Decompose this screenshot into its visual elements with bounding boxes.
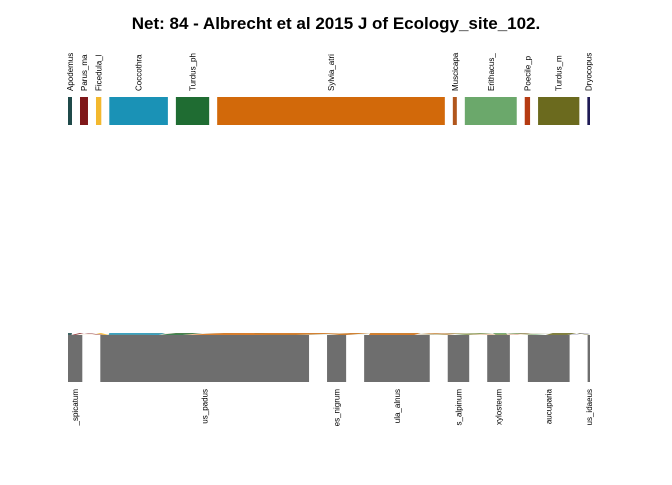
link-Erithacus_-ula_alnus bbox=[417, 333, 480, 335]
link-Parus_ma-us_padus bbox=[83, 333, 104, 335]
link-Poecile_p-ula_alnus bbox=[424, 333, 528, 335]
higher-label-2: Ficedula_l bbox=[95, 54, 104, 91]
higher-box-8 bbox=[524, 97, 531, 125]
higher-box-9 bbox=[538, 97, 580, 125]
higher-box-4 bbox=[175, 97, 210, 125]
lower-box-1 bbox=[100, 335, 310, 382]
higher-box-1 bbox=[79, 97, 88, 125]
higher-label-7: Erithacus_ bbox=[487, 53, 496, 91]
lower-label-2: es_nigrum bbox=[333, 389, 342, 427]
higher-box-3 bbox=[109, 97, 168, 125]
higher-box-5 bbox=[217, 97, 445, 125]
higher-level-boxes bbox=[68, 97, 590, 125]
higher-label-0: Apodemus bbox=[66, 53, 75, 91]
link-Dryocopus-aucuparia bbox=[567, 333, 590, 335]
link-Turdus_m-aucuparia bbox=[545, 333, 577, 335]
link-Parus_ma-_spicatum bbox=[71, 333, 84, 335]
link-Turdus_m-s_alpinum bbox=[466, 333, 553, 335]
lower-box-6 bbox=[527, 335, 570, 382]
link-Erithacus_-aucuparia bbox=[506, 333, 546, 335]
link-Erithacus_-us_padus bbox=[295, 333, 472, 335]
link-Turdus_m-us_idaeus bbox=[576, 333, 590, 335]
lower-label-6: aucuparia bbox=[545, 388, 554, 424]
link-Coccothra-us_padus bbox=[108, 333, 166, 335]
link-Turdus_ph-xylosteum bbox=[206, 333, 489, 335]
lower-box-4 bbox=[447, 335, 470, 382]
link-Turdus_ph-es_nigrum bbox=[202, 333, 329, 335]
lower-box-7 bbox=[587, 335, 590, 382]
lower-box-2 bbox=[327, 335, 347, 382]
higher-label-8: Poecile_p bbox=[523, 55, 532, 91]
lower-label-7: us_idaeus bbox=[585, 389, 594, 425]
higher-label-10: Dryocopus bbox=[585, 53, 594, 91]
higher-label-4: Turdus_ph bbox=[189, 53, 198, 91]
link-Poecile_p-us_padus bbox=[300, 333, 527, 335]
link-Sylvia_atri-_spicatum bbox=[75, 333, 224, 335]
higher-label-6: Muscicapa bbox=[451, 52, 460, 91]
lower-label-0: _spicatum bbox=[71, 389, 80, 427]
higher-box-0 bbox=[68, 97, 72, 125]
lower-box-5 bbox=[487, 335, 510, 382]
lower-label-3: ula_alnus bbox=[393, 389, 402, 423]
links-layer bbox=[68, 333, 590, 335]
link-Sylvia_atri-ula_alnus bbox=[368, 333, 421, 335]
link-Ficedula_l-us_padus bbox=[95, 333, 109, 335]
link-Poecile_p-xylosteum bbox=[507, 333, 531, 335]
higher-box-2 bbox=[95, 97, 102, 125]
higher-label-5: Sylvia_atri bbox=[327, 54, 336, 91]
higher-box-6 bbox=[452, 97, 457, 125]
higher-label-3: Coccothra bbox=[135, 54, 144, 91]
link-Turdus_ph-aucuparia bbox=[207, 333, 530, 335]
lower-level-boxes bbox=[68, 335, 590, 382]
link-Muscicapa-ula_alnus bbox=[414, 333, 457, 335]
lower-label-4: s_alpinum bbox=[455, 389, 464, 426]
link-Turdus_ph-us_padus bbox=[158, 333, 203, 335]
higher-label-1: Parus_ma bbox=[80, 54, 89, 91]
link-Sylvia_atri-s_alpinum bbox=[420, 333, 455, 335]
higher-label-9: Turdus_m bbox=[555, 55, 564, 91]
link-Apodemus-_spicatum bbox=[68, 333, 72, 335]
lower-box-0 bbox=[68, 335, 83, 382]
link-Turdus_m-us_padus bbox=[301, 333, 547, 335]
higher-box-7 bbox=[464, 97, 517, 125]
lower-label-5: xylosteum bbox=[495, 389, 504, 425]
chart-title: Net: 84 - Albrecht et al 2015 J of Ecolo… bbox=[132, 14, 540, 33]
lower-label-1: us_padus bbox=[201, 389, 210, 424]
higher-box-10 bbox=[587, 97, 590, 125]
link-Turdus_m-ula_alnus bbox=[426, 333, 551, 335]
link-Erithacus_-_spicatum bbox=[81, 333, 467, 335]
species-labels: Apodemus Parus_ma Ficedula_l Coccothra Turdu… bbox=[66, 52, 594, 426]
lower-box-3 bbox=[364, 335, 430, 382]
link-Erithacus_-xylosteum bbox=[492, 333, 508, 335]
link-Turdus_ph-ula_alnus bbox=[203, 333, 369, 335]
